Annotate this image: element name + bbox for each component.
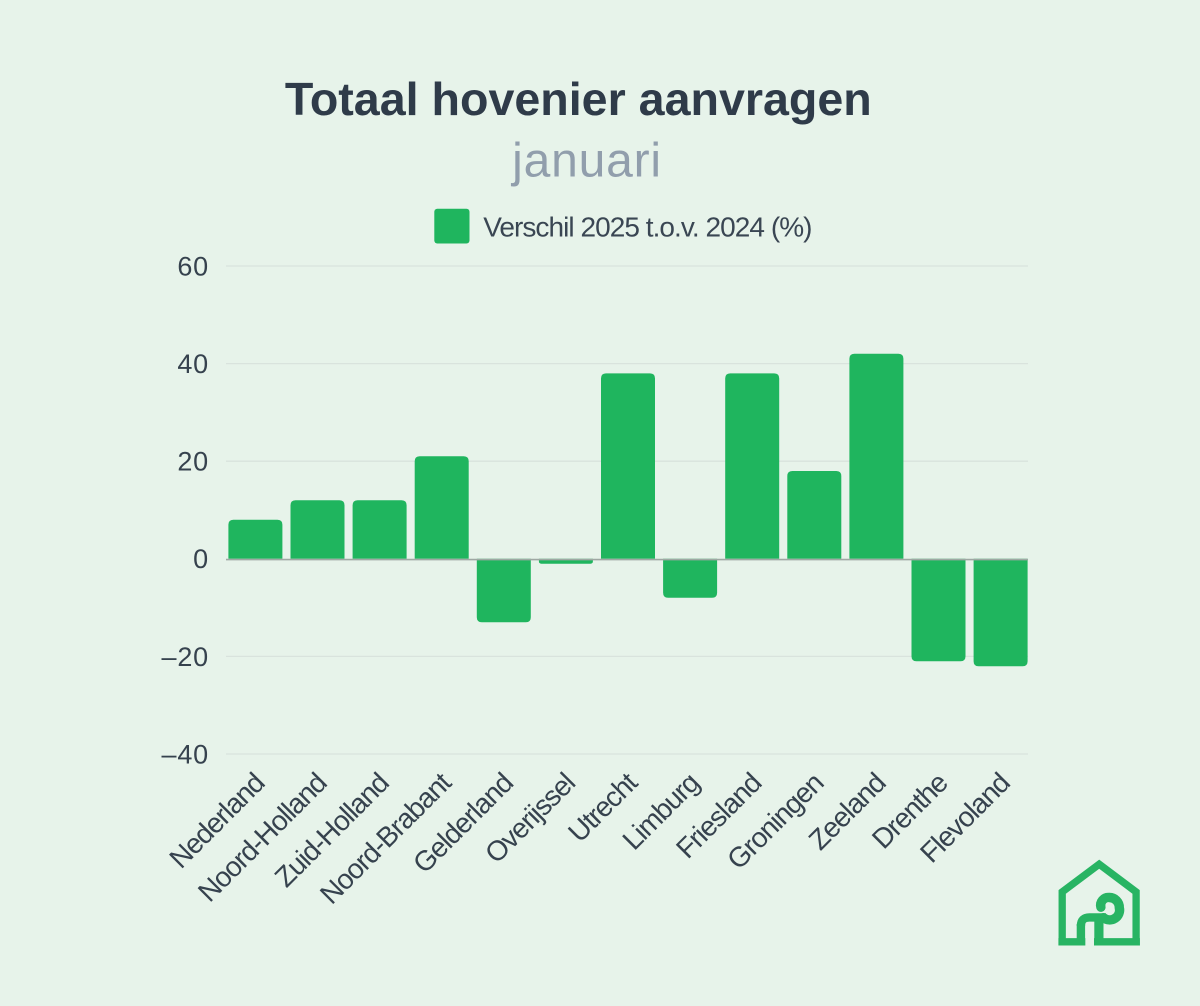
svg-text:Totaal hovenier aanvragen: Totaal hovenier aanvragen: [285, 73, 872, 125]
svg-text:Verschil 2025 t.o.v. 2024 (%): Verschil 2025 t.o.v. 2024 (%): [483, 212, 811, 243]
svg-text:0: 0: [193, 544, 209, 574]
svg-text:60: 60: [177, 251, 209, 281]
svg-text:–20: –20: [162, 642, 209, 672]
svg-text:–40: –40: [162, 739, 209, 769]
svg-text:40: 40: [177, 349, 209, 379]
svg-text:januari: januari: [510, 135, 662, 188]
svg-text:20: 20: [177, 447, 209, 477]
